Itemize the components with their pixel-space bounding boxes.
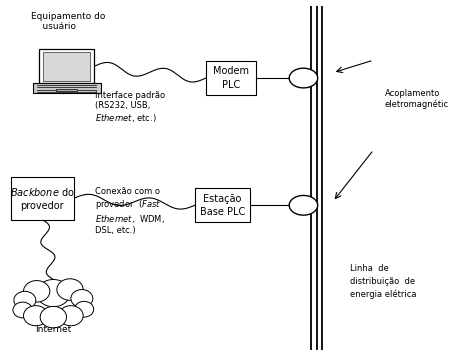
Text: Modem
PLC: Modem PLC: [213, 67, 249, 90]
Text: Interface padrão
(RS232, USB,
$\it{Ethernet}$, etc.): Interface padrão (RS232, USB, $\it{Ether…: [95, 91, 165, 124]
Circle shape: [36, 280, 70, 307]
Text: Conexão com o
provedor  ($\it{Fast}$
$\it{Ethernet}$,  WDM,
DSL, etc.): Conexão com o provedor ($\it{Fast}$ $\it…: [95, 187, 165, 236]
Circle shape: [40, 306, 67, 328]
Text: Equipamento do
    usuário: Equipamento do usuário: [31, 12, 106, 31]
Circle shape: [59, 306, 83, 326]
Text: $\it{Backbone}$ do
provedor: $\it{Backbone}$ do provedor: [10, 186, 75, 211]
FancyBboxPatch shape: [39, 50, 94, 83]
Text: Acoplamento
eletromagnétic: Acoplamento eletromagnétic: [384, 89, 449, 109]
FancyBboxPatch shape: [206, 61, 256, 95]
FancyBboxPatch shape: [11, 177, 74, 219]
FancyBboxPatch shape: [43, 52, 91, 80]
Ellipse shape: [289, 68, 318, 88]
Circle shape: [71, 289, 93, 308]
Circle shape: [24, 281, 50, 302]
Circle shape: [57, 279, 83, 300]
Ellipse shape: [289, 195, 318, 215]
FancyBboxPatch shape: [32, 83, 101, 94]
FancyBboxPatch shape: [195, 188, 249, 222]
Circle shape: [24, 306, 48, 326]
Text: Linha  de
distribuição  de
energia elétrica: Linha de distribuição de energia elétric…: [350, 264, 416, 299]
Circle shape: [14, 291, 36, 309]
Text: Internet: Internet: [35, 325, 72, 335]
Circle shape: [74, 301, 94, 317]
Text: Estação
Base PLC: Estação Base PLC: [200, 194, 245, 217]
Circle shape: [13, 302, 32, 318]
FancyBboxPatch shape: [55, 89, 78, 91]
